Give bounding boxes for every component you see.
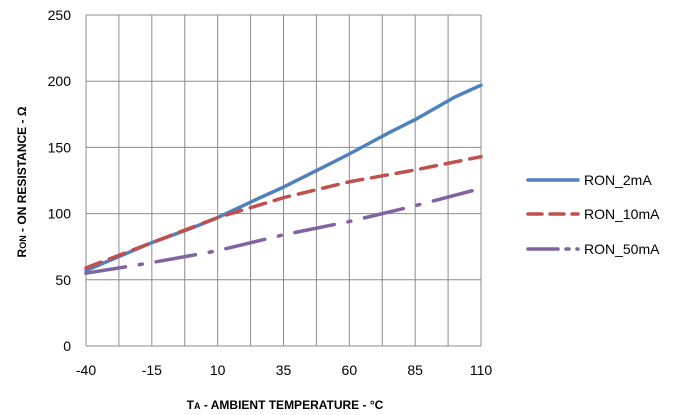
y-tick-label-100: 100 (48, 206, 72, 222)
y-tick-label-250: 250 (48, 7, 72, 23)
legend-label-RON_10mA: RON_10mA (584, 206, 660, 222)
x-axis-title-rest: - AMBIENT TEMPERATURE - °C (201, 398, 384, 412)
y-tick-label-150: 150 (48, 139, 72, 155)
y-tick-label-0: 0 (63, 338, 71, 354)
x-tick-label-85: 85 (407, 362, 423, 378)
series-line-RON_10mA (84, 154, 483, 270)
y-axis-title-rest: - ON RESISTANCE - Ω (15, 106, 29, 235)
legend-label-RON_50mA: RON_50mA (584, 241, 660, 257)
x-tick-label-60: 60 (342, 362, 358, 378)
legend-label-RON_2mA: RON_2mA (584, 172, 652, 188)
x-tick-label-10: 10 (210, 362, 226, 378)
legend: RON_2mA RON_10mA RON_50mA (526, 172, 660, 257)
y-tick-label-50: 50 (55, 272, 71, 288)
y-tick-label-200: 200 (48, 73, 72, 89)
series-lines (84, 83, 483, 275)
gridlines (85, 14, 482, 347)
x-tick-label-35: 35 (276, 362, 292, 378)
y-axis-title-prefix: R (15, 248, 29, 257)
y-tick-labels: 0 50 100 150 200 250 (48, 7, 72, 354)
y-axis-title-subscript: ON (18, 235, 28, 249)
x-tick-label--40: -40 (76, 362, 96, 378)
x-axis-title-subscript: A (194, 401, 201, 411)
x-tick-label--15: -15 (142, 362, 162, 378)
y-axis-title: RON - ON RESISTANCE - Ω (15, 106, 29, 257)
x-axis-title: TA - AMBIENT TEMPERATURE - °C (187, 398, 384, 412)
x-tick-label-110: 110 (470, 362, 493, 378)
x-axis-title-prefix: T (187, 398, 195, 412)
x-tick-labels: -40 -15 10 35 60 85 110 (76, 362, 492, 378)
